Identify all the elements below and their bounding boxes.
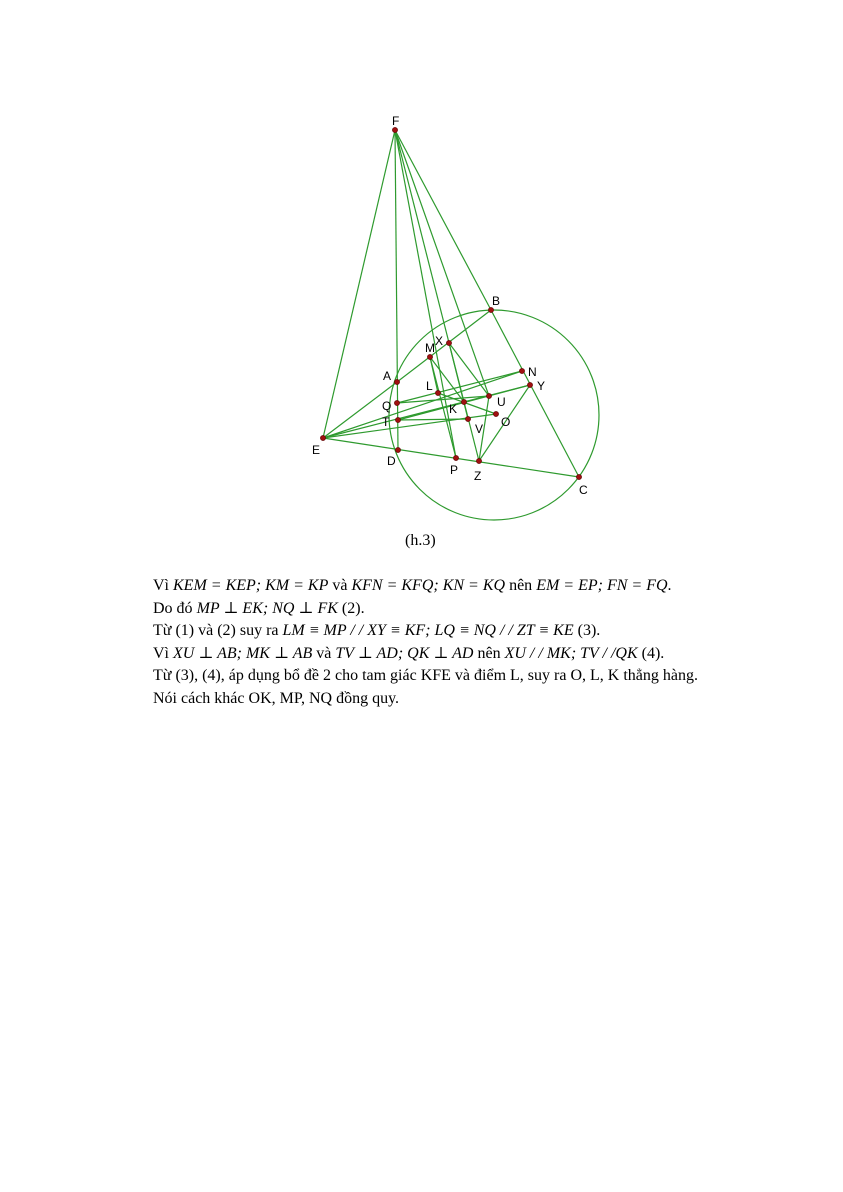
point-T: [395, 417, 401, 423]
point-B: [488, 307, 494, 313]
segment-UZ: [478, 395, 490, 462]
label-Z: Z: [474, 469, 481, 483]
word: và: [316, 644, 332, 662]
point-X: [446, 340, 452, 346]
point-L: [435, 390, 441, 396]
segment-MK: [429, 356, 465, 403]
word: và: [332, 577, 348, 594]
point-F: [392, 127, 398, 133]
label-B: B: [492, 294, 500, 308]
proof-line-5: Từ (3), (4), áp dụng bổ đề 2 cho tam giá…: [153, 667, 698, 684]
word: nên: [477, 644, 501, 662]
segment-AB: [396, 309, 492, 383]
label-K: K: [449, 402, 457, 416]
point-O: [493, 411, 499, 417]
word: Vì: [153, 644, 169, 662]
label-C: C: [579, 483, 588, 497]
segment-XU: [448, 342, 490, 397]
math-expression: MP ⊥ EK; NQ ⊥ FK: [196, 599, 338, 617]
label-O: O: [501, 415, 510, 429]
segment-XV: [448, 342, 469, 420]
segment-FP: [394, 129, 457, 459]
word: Do đó: [153, 599, 193, 617]
segment-EC: [322, 437, 580, 478]
math-expression: KFN = KFQ; KN = KQ: [351, 577, 506, 594]
point-P: [453, 455, 459, 461]
segment-EA: [322, 381, 398, 439]
proof-line-2: Do đó MP ⊥ EK; NQ ⊥ FK (2).: [153, 598, 793, 621]
point-D: [395, 447, 401, 453]
word: (4).: [641, 644, 665, 662]
label-Q: Q: [382, 399, 391, 413]
label-V: V: [475, 422, 483, 436]
segment-FU: [394, 129, 490, 397]
proof-line-1: Vì KEM = KEP; KM = KP và KFN = KFQ; KN =…: [153, 575, 793, 598]
segment-FD: [394, 129, 399, 451]
label-M: M: [425, 341, 435, 355]
word: nên: [509, 577, 533, 594]
point-Z: [476, 458, 482, 464]
proof-line-6: Nói cách khác OK, MP, NQ đồng quy.: [153, 689, 400, 707]
segment-BC: [490, 309, 580, 478]
segment-TV: [397, 418, 469, 421]
point-Y: [527, 382, 533, 388]
point-A: [394, 379, 400, 385]
math-expression: XU / / MK; TV / /QK: [504, 644, 638, 662]
label-U: U: [497, 395, 506, 409]
point-N: [519, 368, 525, 374]
segment-EN: [322, 370, 523, 439]
geometry-figure: F B X M N Y A L U Q K O T V E D P Z C: [312, 114, 600, 521]
label-L: L: [426, 379, 433, 393]
proof-line-4: Vì XU ⊥ AB; MK ⊥ AB và TV ⊥ AD; QK ⊥ AD …: [153, 643, 793, 666]
proof-text: Vì KEM = KEP; KM = KP và KFN = KFQ; KN =…: [153, 575, 793, 710]
math-expression: KEM = KEP; KM = KP: [173, 577, 329, 594]
label-N: N: [528, 365, 537, 379]
label-E: E: [312, 443, 320, 457]
punctuation: .: [667, 577, 672, 594]
figure-caption: (h.3): [405, 532, 436, 549]
point-V: [465, 416, 471, 422]
point-Q: [394, 400, 400, 406]
label-P: P: [450, 463, 458, 477]
label-T: T: [382, 415, 390, 429]
label-A: A: [383, 369, 391, 383]
math-expression: EM = EP; FN = FQ: [536, 577, 668, 594]
point-E: [320, 435, 326, 441]
word: Từ (1) và (2) suy ra: [153, 622, 279, 639]
word: (3).: [577, 622, 601, 639]
point-U: [486, 393, 492, 399]
label-D: D: [387, 454, 396, 468]
segment-QU: [396, 395, 490, 404]
point-K: [461, 399, 467, 405]
proof-line-3: Từ (1) và (2) suy ra LM ≡ MP / / XY ≡ KF…: [153, 620, 793, 643]
math-expression: LM ≡ MP / / XY ≡ KF; LQ ≡ NQ / / ZT ≡ KE: [282, 622, 574, 639]
segment-FE: [322, 129, 396, 439]
word: Vì: [153, 577, 169, 594]
math-expression: TV ⊥ AD; QK ⊥ AD: [335, 644, 474, 662]
label-Y: Y: [537, 379, 545, 393]
segment-NQ: [396, 370, 523, 404]
label-X: X: [435, 334, 443, 348]
segment-YZ: [478, 384, 531, 462]
segment-FB: [394, 129, 492, 311]
circumcircle: [388, 309, 600, 521]
point-C: [576, 474, 582, 480]
word: (2).: [341, 599, 365, 617]
point-M: [427, 354, 433, 360]
label-F: F: [392, 114, 399, 128]
math-expression: XU ⊥ AB; MK ⊥ AB: [173, 644, 313, 662]
